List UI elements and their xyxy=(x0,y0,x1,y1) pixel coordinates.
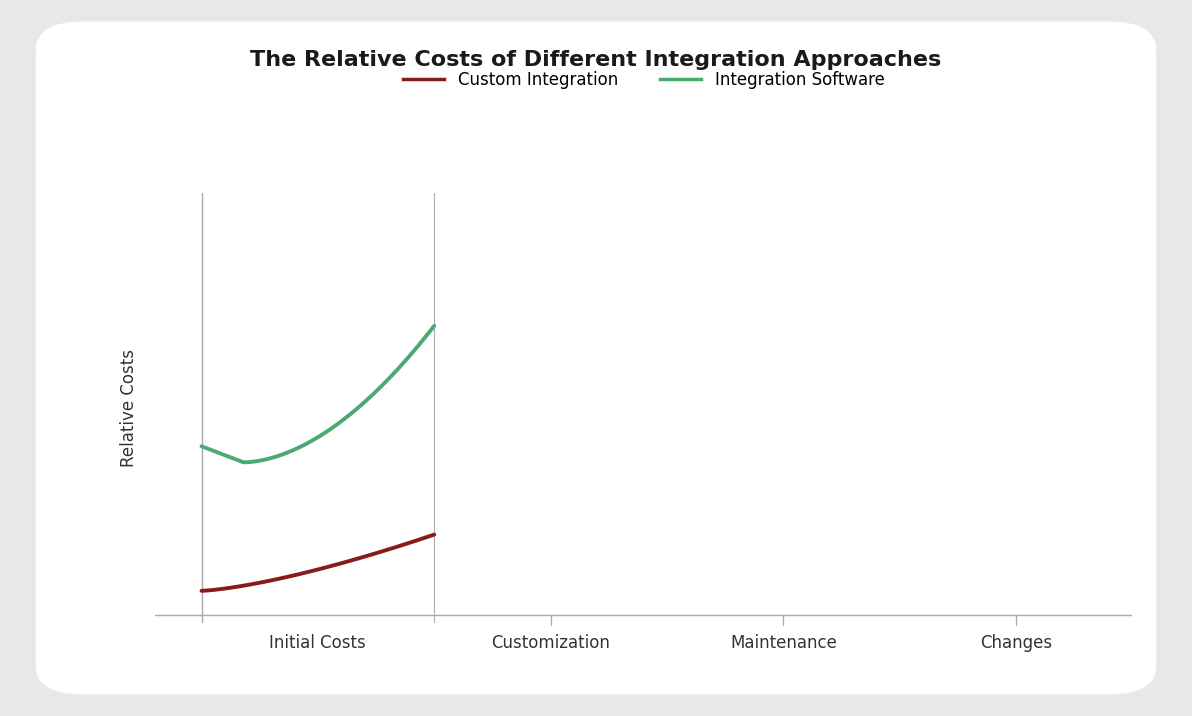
Y-axis label: Relative Costs: Relative Costs xyxy=(120,349,138,467)
Legend: Custom Integration, Integration Software: Custom Integration, Integration Software xyxy=(396,64,892,95)
Text: The Relative Costs of Different Integration Approaches: The Relative Costs of Different Integrat… xyxy=(250,50,942,70)
